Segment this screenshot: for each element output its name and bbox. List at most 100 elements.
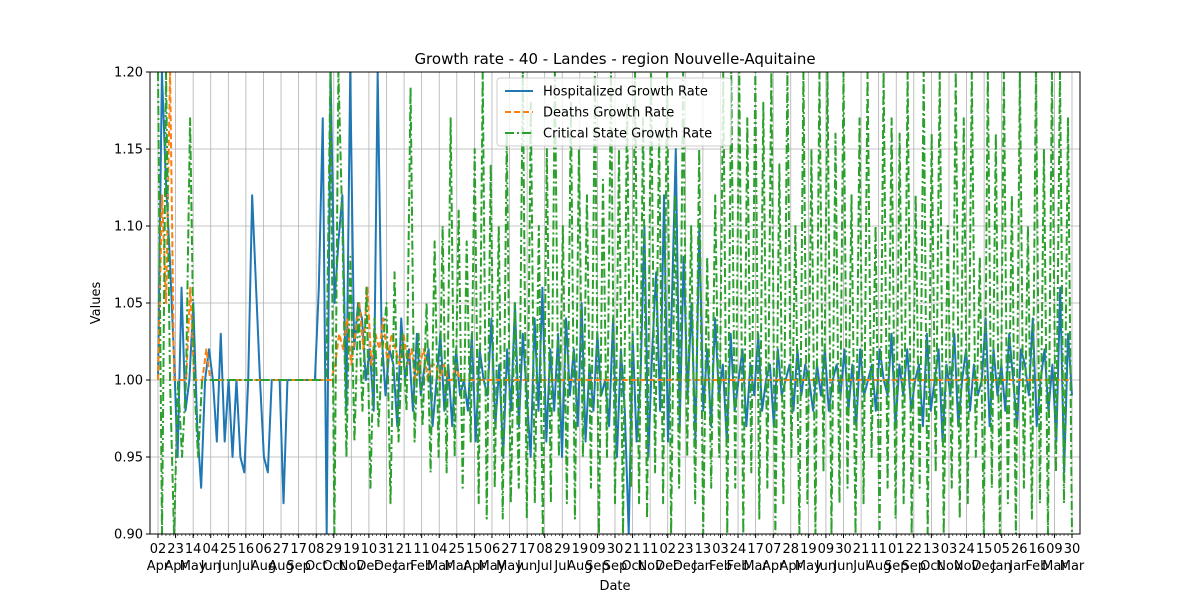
x-tick-month: Mar [1042, 559, 1067, 574]
y-tick-label: 0.95 [114, 451, 143, 466]
x-tick-day: 24 [730, 542, 747, 557]
series-line-2 [157, 72, 1072, 381]
x-tick-month: Apr [164, 559, 187, 574]
legend: Hospitalized Growth Rate Deaths Growth Ra… [496, 77, 732, 147]
y-tick-label: 1.20 [114, 66, 143, 81]
x-tick-month: Jun [516, 559, 537, 574]
x-tick-day: 08 [536, 542, 553, 557]
x-tick-day: 23 [167, 542, 184, 557]
x-tick-month: Apr [147, 559, 170, 574]
x-tick-day: 09 [1046, 542, 1063, 557]
x-tick-day: 02 [150, 542, 167, 557]
x-tick-day: 21 [396, 542, 413, 557]
x-tick-month: Sep [286, 559, 311, 574]
x-tick-month: Sep [902, 559, 927, 574]
x-tick-day: 19 [800, 542, 817, 557]
x-tick-day: 19 [343, 542, 360, 557]
x-tick-day: 15 [466, 542, 483, 557]
x-tick-day: 25 [449, 542, 466, 557]
x-axis-label: Date [599, 579, 630, 594]
x-tick-month: Mar [743, 559, 768, 574]
x-tick-day: 06 [484, 542, 501, 557]
x-tick-month: Jul [553, 559, 570, 574]
x-tick-day: 24 [958, 542, 975, 557]
series-line-3 [157, 72, 1073, 534]
x-tick-day: 13 [695, 542, 712, 557]
x-tick-month: Nov [637, 559, 663, 574]
x-tick-day: 26 [1011, 542, 1028, 557]
x-tick-day: 06 [255, 542, 272, 557]
x-tick-month: Jun [832, 559, 853, 574]
x-tick-day: 17 [290, 542, 307, 557]
x-tick-day: 27 [273, 542, 290, 557]
x-tick-day: 07 [765, 542, 782, 557]
x-tick-day: 30 [835, 542, 852, 557]
x-axis: 02Apr23Apr14May04Jun25Jun16Jul06Aug27Aug… [147, 534, 1085, 574]
x-tick-day: 21 [853, 542, 870, 557]
x-tick-month: Feb [410, 559, 433, 574]
x-tick-month: Oct [323, 559, 345, 574]
x-tick-day: 10 [361, 542, 378, 557]
x-tick-month: Aug [567, 559, 592, 574]
x-tick-month: Jun [815, 559, 836, 574]
chart-title: Growth rate - 40 - Landes - region Nouve… [414, 50, 815, 68]
x-tick-day: 11 [413, 542, 430, 557]
x-tick-day: 02 [659, 542, 676, 557]
x-tick-month: Dec [673, 559, 698, 574]
x-tick-month: Feb [709, 559, 732, 574]
series-lines [157, 72, 1073, 534]
y-tick-label: 1.10 [114, 220, 143, 235]
x-tick-month: Feb [1025, 559, 1048, 574]
x-tick-day: 31 [378, 542, 395, 557]
x-tick-day: 11 [870, 542, 887, 557]
x-tick-day: 16 [238, 542, 255, 557]
legend-label-1: Hospitalized Growth Rate [543, 85, 708, 100]
x-tick-month: Oct [305, 559, 327, 574]
x-tick-month: Apr [463, 559, 486, 574]
x-tick-month: Aug [866, 559, 891, 574]
x-tick-day: 28 [782, 542, 799, 557]
x-tick-month: Jan [1008, 559, 1029, 574]
x-tick-month: Jun [200, 559, 221, 574]
x-tick-day: 25 [220, 542, 237, 557]
y-tick-label: 1.00 [114, 374, 143, 389]
x-tick-month: Dec [374, 559, 399, 574]
y-tick-label: 1.15 [114, 143, 143, 158]
x-tick-month: Apr [780, 559, 803, 574]
x-tick-month: Jan [991, 559, 1012, 574]
x-tick-day: 11 [642, 542, 659, 557]
x-tick-day: 30 [607, 542, 624, 557]
x-tick-day: 21 [624, 542, 641, 557]
x-tick-month: Jul [852, 559, 869, 574]
x-tick-day: 14 [185, 542, 202, 557]
x-tick-month: Oct [920, 559, 942, 574]
x-tick-month: Aug [268, 559, 293, 574]
x-tick-month: Oct [621, 559, 643, 574]
x-tick-month: Aug [251, 559, 276, 574]
x-tick-day: 08 [308, 542, 325, 557]
x-tick-month: Sep [884, 559, 909, 574]
x-tick-month: Feb [727, 559, 750, 574]
legend-label-3: Critical State Growth Rate [543, 127, 712, 142]
y-axis: 0.90 0.95 1.00 1.05 1.10 1.15 1.20 [114, 66, 150, 543]
x-tick-month: Jan [393, 559, 414, 574]
x-tick-day: 04 [202, 542, 219, 557]
y-axis-label: Values [89, 282, 104, 325]
x-tick-day: 03 [712, 542, 729, 557]
x-tick-day: 22 [906, 542, 923, 557]
x-tick-day: 13 [923, 542, 940, 557]
x-tick-day: 30 [1064, 542, 1081, 557]
x-tick-day: 29 [554, 542, 571, 557]
x-tick-day: 09 [589, 542, 606, 557]
x-tick-day: 04 [431, 542, 448, 557]
x-tick-day: 15 [976, 542, 993, 557]
x-tick-month: Dec [972, 559, 997, 574]
y-tick-label: 0.90 [114, 528, 143, 543]
x-tick-month: Nov [339, 559, 365, 574]
x-tick-day: 29 [325, 542, 342, 557]
x-tick-month: Jun [217, 559, 238, 574]
x-tick-month: Sep [585, 559, 610, 574]
x-tick-day: 09 [818, 542, 835, 557]
